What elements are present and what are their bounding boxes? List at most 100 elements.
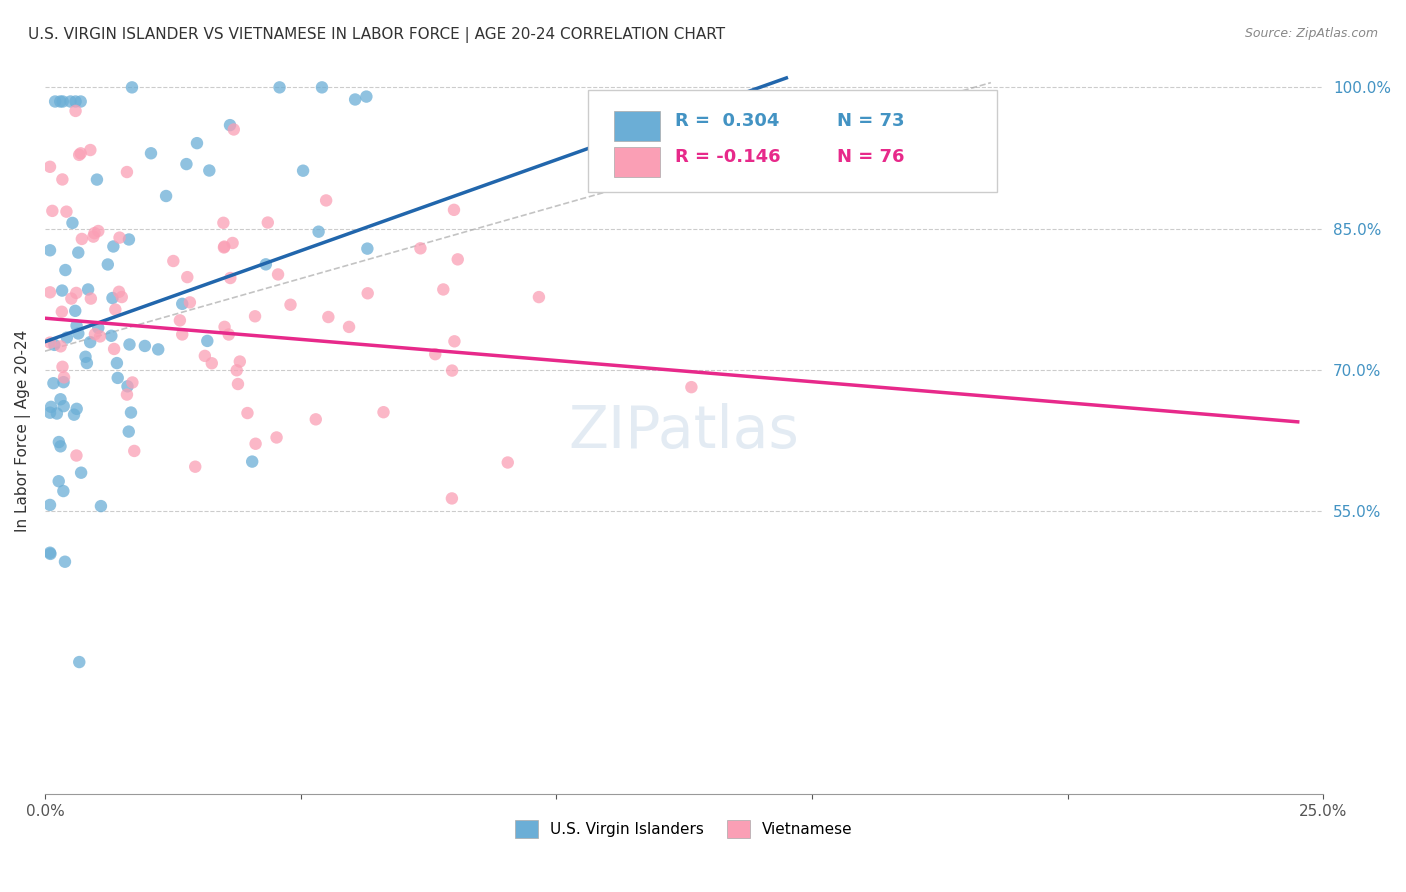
- U.S. Virgin Islanders: [254, 257, 277, 271]
- U.S. Virgin Islanders: [75, 350, 97, 364]
- U.S. Virgin Islanders: [76, 356, 98, 370]
- Vietnamese: [39, 335, 62, 350]
- U.S. Virgin Islanders: [39, 546, 62, 560]
- U.S. Virgin Islanders: [172, 297, 194, 311]
- U.S. Virgin Islanders: [97, 257, 120, 271]
- U.S. Virgin Islanders: [56, 330, 79, 344]
- Vietnamese: [229, 354, 252, 368]
- U.S. Virgin Islanders: [198, 163, 221, 178]
- Vietnamese: [69, 146, 91, 161]
- U.S. Virgin Islanders: [134, 339, 156, 353]
- Vietnamese: [236, 406, 259, 420]
- FancyBboxPatch shape: [614, 147, 659, 178]
- U.S. Virgin Islanders: [120, 405, 142, 419]
- U.S. Virgin Islanders: [65, 318, 87, 333]
- U.S. Virgin Islanders: [87, 321, 110, 335]
- U.S. Virgin Islanders: [49, 95, 72, 109]
- U.S. Virgin Islanders: [240, 454, 263, 468]
- U.S. Virgin Islanders: [39, 406, 62, 420]
- U.S. Virgin Islanders: [45, 407, 67, 421]
- FancyBboxPatch shape: [588, 90, 997, 192]
- Vietnamese: [305, 412, 328, 426]
- Vietnamese: [218, 327, 240, 342]
- U.S. Virgin Islanders: [356, 89, 378, 103]
- U.S. Virgin Islanders: [79, 335, 101, 350]
- Vietnamese: [70, 232, 93, 246]
- Vietnamese: [443, 202, 465, 217]
- Vietnamese: [51, 359, 73, 374]
- Vietnamese: [103, 342, 125, 356]
- Vietnamese: [245, 436, 267, 450]
- Vietnamese: [496, 455, 519, 469]
- U.S. Virgin Islanders: [86, 172, 108, 186]
- U.S. Virgin Islanders: [344, 93, 367, 107]
- FancyBboxPatch shape: [614, 111, 659, 141]
- Vietnamese: [169, 313, 191, 327]
- U.S. Virgin Islanders: [65, 95, 87, 109]
- Vietnamese: [60, 292, 83, 306]
- Vietnamese: [51, 305, 73, 319]
- Vietnamese: [373, 405, 395, 419]
- U.S. Virgin Islanders: [77, 283, 100, 297]
- Vietnamese: [122, 444, 145, 458]
- U.S. Virgin Islanders: [117, 379, 139, 393]
- Vietnamese: [256, 215, 278, 229]
- Vietnamese: [108, 285, 131, 299]
- Vietnamese: [179, 295, 201, 310]
- U.S. Virgin Islanders: [44, 338, 66, 352]
- Vietnamese: [115, 165, 138, 179]
- Vietnamese: [214, 319, 236, 334]
- U.S. Virgin Islanders: [67, 326, 90, 341]
- U.S. Virgin Islanders: [55, 263, 77, 277]
- Vietnamese: [318, 310, 340, 324]
- Vietnamese: [67, 148, 90, 162]
- U.S. Virgin Islanders: [118, 425, 141, 439]
- Vietnamese: [201, 356, 224, 370]
- Vietnamese: [83, 226, 105, 240]
- Text: N = 73: N = 73: [838, 112, 905, 129]
- U.S. Virgin Islanders: [49, 439, 72, 453]
- Legend: U.S. Virgin Islanders, Vietnamese: U.S. Virgin Islanders, Vietnamese: [509, 814, 859, 845]
- Vietnamese: [162, 254, 184, 268]
- U.S. Virgin Islanders: [195, 334, 218, 348]
- Vietnamese: [222, 122, 245, 136]
- U.S. Virgin Islanders: [62, 216, 84, 230]
- Vietnamese: [212, 216, 235, 230]
- Vietnamese: [65, 285, 87, 300]
- Vietnamese: [194, 349, 217, 363]
- Vietnamese: [115, 387, 138, 401]
- U.S. Virgin Islanders: [118, 232, 141, 246]
- Text: ZIPatlas: ZIPatlas: [568, 403, 800, 459]
- Vietnamese: [212, 240, 235, 254]
- U.S. Virgin Islanders: [148, 343, 170, 357]
- Vietnamese: [226, 377, 249, 392]
- Vietnamese: [441, 363, 464, 377]
- Vietnamese: [84, 327, 107, 342]
- U.S. Virgin Islanders: [39, 498, 62, 512]
- U.S. Virgin Islanders: [39, 244, 62, 258]
- U.S. Virgin Islanders: [311, 80, 333, 95]
- Vietnamese: [221, 235, 243, 250]
- Vietnamese: [80, 292, 103, 306]
- Vietnamese: [53, 370, 76, 384]
- Vietnamese: [184, 459, 207, 474]
- U.S. Virgin Islanders: [176, 157, 198, 171]
- U.S. Virgin Islanders: [308, 225, 330, 239]
- U.S. Virgin Islanders: [292, 163, 315, 178]
- U.S. Virgin Islanders: [186, 136, 208, 150]
- U.S. Virgin Islanders: [52, 95, 75, 109]
- Text: R = -0.146: R = -0.146: [675, 148, 780, 166]
- Vietnamese: [39, 160, 62, 174]
- Vietnamese: [337, 319, 360, 334]
- Vietnamese: [214, 239, 236, 253]
- U.S. Virgin Islanders: [63, 408, 86, 422]
- U.S. Virgin Islanders: [48, 475, 70, 489]
- Vietnamese: [41, 203, 63, 218]
- Vietnamese: [243, 310, 266, 324]
- U.S. Virgin Islanders: [67, 245, 90, 260]
- U.S. Virgin Islanders: [70, 466, 93, 480]
- Vietnamese: [447, 252, 470, 267]
- Vietnamese: [49, 339, 72, 353]
- Vietnamese: [443, 334, 465, 349]
- Vietnamese: [121, 376, 143, 390]
